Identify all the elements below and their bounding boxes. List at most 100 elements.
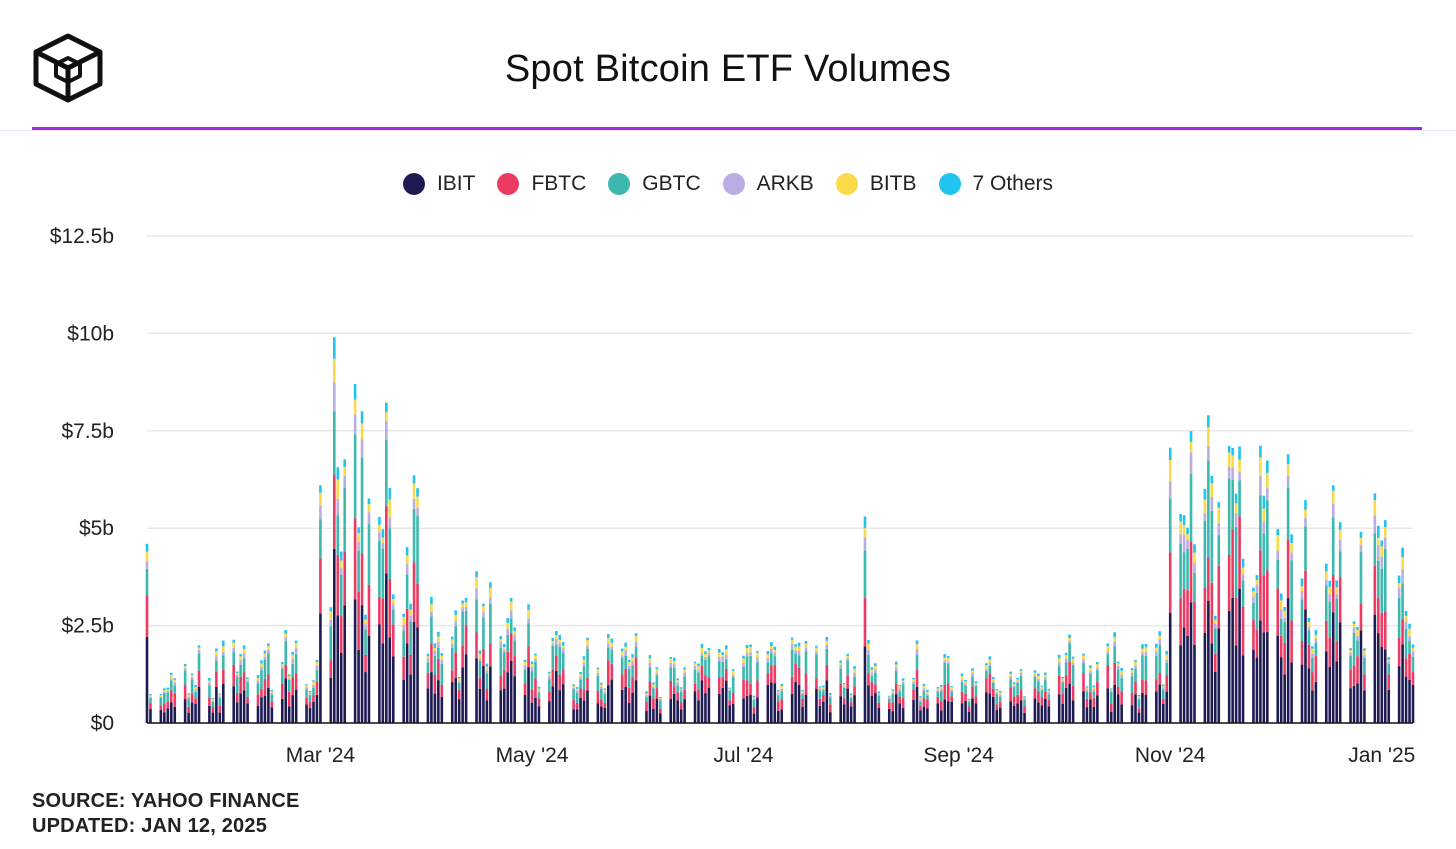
bar-segment-arkb (773, 652, 777, 657)
bar-segment-gbtc (1141, 655, 1144, 681)
bar-segment-arkb (693, 666, 697, 670)
bar-segment-bitb (339, 560, 343, 569)
bar-stack (950, 686, 953, 723)
bar-segment-ibit (554, 670, 558, 723)
bar-stack (537, 686, 541, 723)
bar-stack (877, 691, 881, 723)
bar-segment-gbtc (558, 646, 562, 675)
bar-segment-gbtc (1311, 657, 1314, 673)
bar-segment-bitb (391, 599, 395, 604)
bar-segment-others (579, 671, 582, 675)
bar-stack (1307, 617, 1311, 723)
bar-segment-ibit (648, 695, 652, 723)
bar-segment-arkb (579, 677, 582, 680)
bar-segment-fbtc (485, 689, 489, 701)
bar-segment-ibit (742, 698, 745, 723)
bar-segment-ibit (197, 686, 201, 723)
bar-segment-fbtc (898, 696, 901, 704)
bar-segment-gbtc (971, 676, 974, 687)
bar-segment-gbtc (218, 697, 222, 706)
bar-segment-arkb (1359, 544, 1363, 552)
bar-segment-ibit (385, 573, 388, 723)
bar-stack (1161, 684, 1165, 723)
bar-segment-others (430, 596, 433, 605)
bar-segment-bitb (645, 693, 648, 696)
bar-segment-ibit (513, 676, 516, 723)
bar-segment-arkb (936, 689, 940, 692)
bar-segment-ibit (360, 605, 364, 723)
bar-stack (336, 467, 340, 723)
bar-segment-ibit (215, 686, 218, 723)
bar-segment-fbtc (1352, 665, 1356, 686)
bar-segment-bitb (697, 666, 700, 671)
bar-segment-arkb (1068, 640, 1071, 644)
bar-segment-others (898, 685, 901, 687)
bar-segment-arkb (992, 681, 995, 683)
bar-segment-gbtc (853, 676, 856, 687)
bar-segment-bitb (388, 499, 392, 518)
bar-segment-gbtc (974, 686, 978, 697)
bar-segment-gbtc (232, 652, 236, 666)
bar-segment-gbtc (461, 611, 464, 646)
bar-segment-bitb (523, 661, 527, 666)
bar-segment-fbtc (818, 698, 822, 706)
bar-stack (887, 695, 891, 723)
bar-segment-gbtc (416, 515, 419, 584)
bar-segment-ibit (700, 680, 704, 723)
bar-segment-arkb (475, 588, 478, 600)
bar-segment-ibit (964, 701, 967, 723)
bar-segment-fbtc (1064, 675, 1068, 688)
bar-segment-arkb (402, 624, 405, 631)
bar-segment-arkb (575, 690, 579, 693)
bar-segment-fbtc (308, 702, 312, 708)
bar-segment-fbtc (1179, 598, 1182, 646)
bar-segment-arkb (1356, 636, 1359, 641)
bar-segment-bitb (1168, 459, 1172, 482)
bar-segment-arkb (222, 651, 225, 656)
bar-stack (870, 667, 874, 723)
bar-segment-gbtc (926, 695, 929, 701)
bar-segment-bitb (1009, 673, 1012, 677)
bar-segment-bitb (280, 664, 284, 667)
bar-segment-others (582, 656, 586, 660)
bar-segment-gbtc (1290, 560, 1293, 621)
bar-segment-others (572, 684, 575, 687)
bar-segment-arkb (548, 676, 551, 680)
bar-segment-gbtc (1096, 670, 1099, 682)
bar-stack (1411, 644, 1415, 723)
bar-segment-arkb (1283, 617, 1286, 622)
bar-segment-ibit (1331, 612, 1335, 723)
bar-segment-bitb (1276, 535, 1280, 551)
bar-stack (825, 637, 829, 723)
bar-segment-gbtc (1286, 487, 1290, 540)
bar-segment-bitb (1144, 647, 1148, 653)
bar-segment-fbtc (1397, 638, 1401, 667)
bar-segment-gbtc (166, 692, 170, 702)
bar-stack (1061, 677, 1064, 723)
bar-segment-ibit (1210, 643, 1214, 723)
bar-segment-ibit (922, 706, 926, 723)
bar-segment-ibit (985, 692, 988, 723)
bar-segment-fbtc (312, 695, 315, 702)
bar-segment-fbtc (610, 663, 614, 680)
bar-segment-others (1203, 488, 1207, 500)
bar-segment-fbtc (572, 699, 575, 710)
bar-segment-gbtc (1179, 543, 1182, 599)
bar-segment-gbtc (1279, 618, 1283, 636)
y-tick-label: $10b (67, 322, 114, 345)
bar-segment-arkb (235, 675, 239, 678)
bar-segment-fbtc (1404, 658, 1408, 677)
bar-segment-gbtc (1113, 646, 1117, 663)
bar-segment-gbtc (409, 621, 412, 655)
bar-segment-others (190, 673, 194, 675)
bar-segment-bitb (367, 504, 371, 513)
bar-segment-gbtc (894, 671, 898, 684)
bar-segment-gbtc (1023, 700, 1026, 707)
bar-segment-bitb (509, 601, 513, 611)
bar-segment-ibit (222, 683, 225, 723)
bar-segment-bitb (353, 399, 357, 415)
bar-segment-fbtc (242, 672, 246, 691)
bar-segment-gbtc (1231, 479, 1234, 530)
bar-segment-bitb (898, 686, 901, 689)
bar-segment-gbtc (1016, 682, 1019, 695)
